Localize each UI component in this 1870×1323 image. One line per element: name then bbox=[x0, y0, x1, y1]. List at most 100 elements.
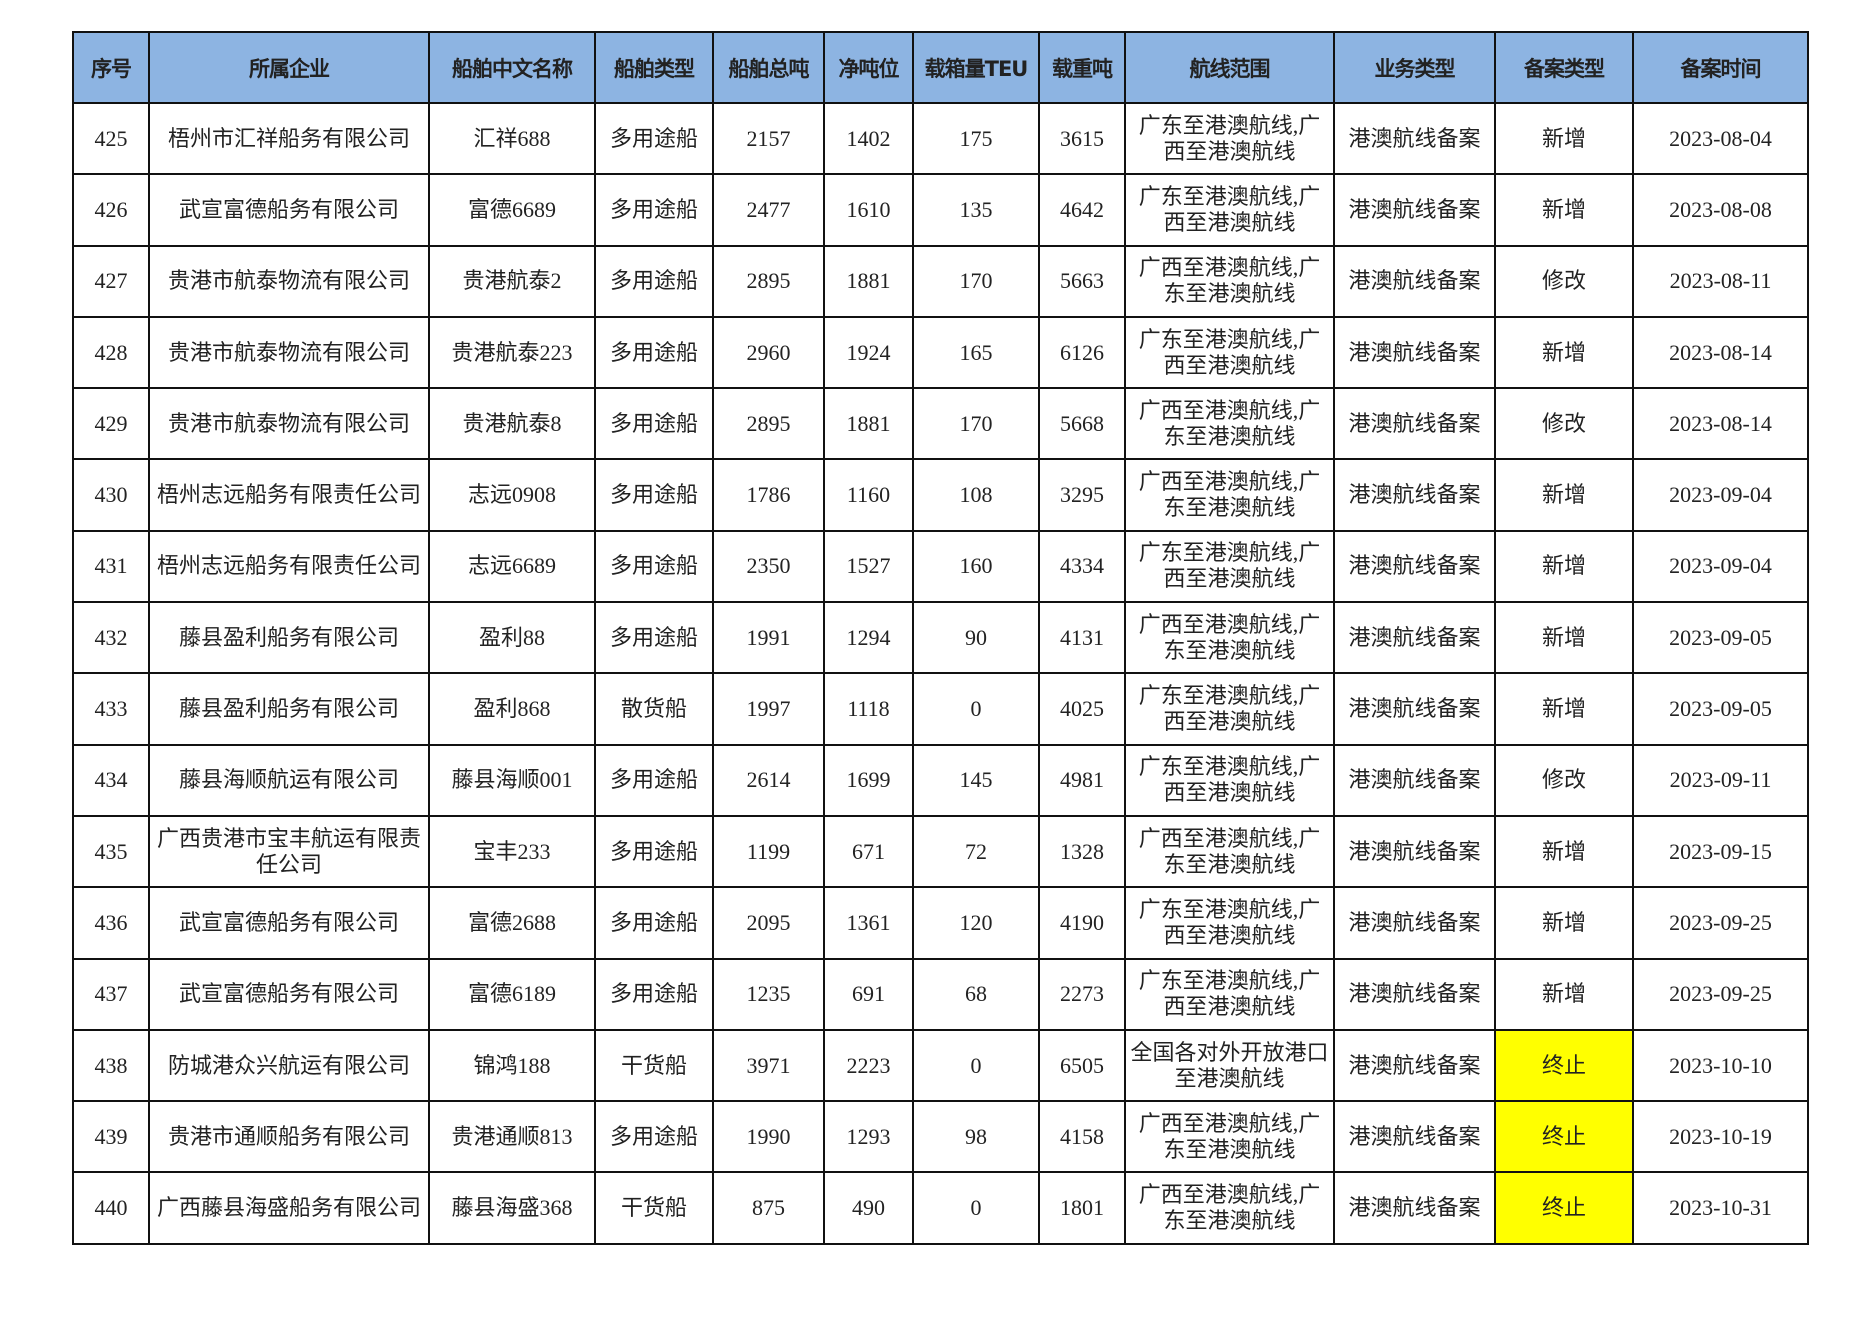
cell-ship-type: 多用途船 bbox=[594, 315, 714, 390]
cell-route-scope: 广东至港澳航线,广西至港澳航线 bbox=[1124, 173, 1335, 247]
cell-deadweight: 5663 bbox=[1038, 244, 1126, 318]
header-filing-type: 备案类型 bbox=[1494, 31, 1634, 104]
cell-ship-type: 多用途船 bbox=[594, 1100, 714, 1174]
cell-route-scope: 广东至港澳航线,广西至港澳航线 bbox=[1124, 743, 1335, 817]
cell-gross-tonnage: 875 bbox=[712, 1171, 825, 1245]
cell-seq: 426 bbox=[72, 173, 150, 247]
cell-gross-tonnage: 2895 bbox=[712, 387, 825, 461]
cell-filing-type: 新增 bbox=[1494, 814, 1634, 889]
cell-deadweight: 6126 bbox=[1038, 315, 1126, 390]
cell-ship-name: 盈利868 bbox=[428, 672, 596, 746]
cell-filing-date: 2023-09-04 bbox=[1632, 458, 1809, 532]
cell-ship-type: 多用途船 bbox=[594, 957, 714, 1031]
table-row: 433 藤县盈利船务有限公司 盈利868 散货船 1997 1118 0 4025 广东至港澳航… bbox=[72, 672, 1809, 746]
cell-net-tonnage: 1610 bbox=[823, 173, 914, 247]
cell-company: 梧州志远船务有限责任公司 bbox=[148, 529, 430, 604]
cell-route-scope: 广东至港澳航线,广西至港澳航线 bbox=[1124, 672, 1335, 746]
cell-ship-type: 多用途船 bbox=[594, 387, 714, 461]
cell-net-tonnage: 1294 bbox=[823, 601, 914, 675]
cell-route-scope: 广东至港澳航线,广西至港澳航线 bbox=[1124, 886, 1335, 960]
cell-business-type: 港澳航线备案 bbox=[1333, 387, 1496, 461]
ship-registry-table: 序号 所属企业 船舶中文名称 船舶类型 船舶总吨 净吨位 载箱量TEU 载重吨 航线范围 业务类型… bbox=[72, 31, 1809, 1245]
cell-deadweight: 4981 bbox=[1038, 743, 1126, 817]
cell-teu-capacity: 98 bbox=[912, 1100, 1040, 1174]
cell-gross-tonnage: 2960 bbox=[712, 315, 825, 390]
cell-business-type: 港澳航线备案 bbox=[1333, 886, 1496, 960]
cell-deadweight: 1328 bbox=[1038, 814, 1126, 889]
cell-route-scope: 广东至港澳航线,广西至港澳航线 bbox=[1124, 315, 1335, 390]
cell-business-type: 港澳航线备案 bbox=[1333, 315, 1496, 390]
cell-gross-tonnage: 2350 bbox=[712, 529, 825, 604]
cell-route-scope: 广西至港澳航线,广东至港澳航线 bbox=[1124, 1100, 1335, 1174]
cell-teu-capacity: 175 bbox=[912, 101, 1040, 176]
cell-business-type: 港澳航线备案 bbox=[1333, 529, 1496, 604]
cell-ship-name: 富德6189 bbox=[428, 957, 596, 1031]
cell-ship-name: 盈利88 bbox=[428, 601, 596, 675]
cell-teu-capacity: 0 bbox=[912, 672, 1040, 746]
header-business-type: 业务类型 bbox=[1333, 31, 1496, 104]
cell-deadweight: 4642 bbox=[1038, 173, 1126, 247]
cell-ship-type: 多用途船 bbox=[594, 601, 714, 675]
cell-business-type: 港澳航线备案 bbox=[1333, 101, 1496, 176]
cell-route-scope: 广西至港澳航线,广东至港澳航线 bbox=[1124, 458, 1335, 532]
cell-deadweight: 4334 bbox=[1038, 529, 1126, 604]
header-net-tonnage: 净吨位 bbox=[823, 31, 914, 104]
cell-route-scope: 广西至港澳航线,广东至港澳航线 bbox=[1124, 387, 1335, 461]
cell-deadweight: 5668 bbox=[1038, 387, 1126, 461]
cell-ship-type: 多用途船 bbox=[594, 173, 714, 247]
cell-company: 武宣富德船务有限公司 bbox=[148, 886, 430, 960]
cell-business-type: 港澳航线备案 bbox=[1333, 1100, 1496, 1174]
cell-ship-type: 多用途船 bbox=[594, 529, 714, 604]
cell-teu-capacity: 170 bbox=[912, 244, 1040, 318]
cell-deadweight: 4158 bbox=[1038, 1100, 1126, 1174]
cell-net-tonnage: 1118 bbox=[823, 672, 914, 746]
cell-gross-tonnage: 3971 bbox=[712, 1028, 825, 1103]
cell-seq: 427 bbox=[72, 244, 150, 318]
cell-filing-type: 新增 bbox=[1494, 957, 1634, 1031]
cell-seq: 438 bbox=[72, 1028, 150, 1103]
header-teu-capacity: 载箱量TEU bbox=[912, 31, 1040, 104]
cell-filing-type: 修改 bbox=[1494, 244, 1634, 318]
header-ship-name: 船舶中文名称 bbox=[428, 31, 596, 104]
cell-route-scope: 广东至港澳航线,广西至港澳航线 bbox=[1124, 101, 1335, 176]
cell-ship-name: 贵港航泰2 bbox=[428, 244, 596, 318]
header-ship-type: 船舶类型 bbox=[594, 31, 714, 104]
cell-business-type: 港澳航线备案 bbox=[1333, 173, 1496, 247]
cell-seq: 432 bbox=[72, 601, 150, 675]
cell-seq: 430 bbox=[72, 458, 150, 532]
cell-route-scope: 广西至港澳航线,广东至港澳航线 bbox=[1124, 814, 1335, 889]
cell-net-tonnage: 671 bbox=[823, 814, 914, 889]
cell-seq: 436 bbox=[72, 886, 150, 960]
cell-gross-tonnage: 1991 bbox=[712, 601, 825, 675]
cell-filing-type: 终止 bbox=[1494, 1171, 1634, 1245]
cell-seq: 428 bbox=[72, 315, 150, 390]
cell-gross-tonnage: 2477 bbox=[712, 173, 825, 247]
cell-seq: 435 bbox=[72, 814, 150, 889]
cell-teu-capacity: 120 bbox=[912, 886, 1040, 960]
cell-company: 贵港市航泰物流有限公司 bbox=[148, 244, 430, 318]
cell-teu-capacity: 135 bbox=[912, 173, 1040, 247]
cell-net-tonnage: 1402 bbox=[823, 101, 914, 176]
cell-net-tonnage: 1881 bbox=[823, 244, 914, 318]
cell-teu-capacity: 145 bbox=[912, 743, 1040, 817]
cell-ship-type: 多用途船 bbox=[594, 101, 714, 176]
cell-ship-type: 多用途船 bbox=[594, 814, 714, 889]
cell-teu-capacity: 170 bbox=[912, 387, 1040, 461]
cell-filing-date: 2023-09-25 bbox=[1632, 886, 1809, 960]
cell-filing-date: 2023-09-11 bbox=[1632, 743, 1809, 817]
cell-filing-date: 2023-08-04 bbox=[1632, 101, 1809, 176]
table-row: 434 藤县海顺航运有限公司 藤县海顺001 多用途船 2614 1699 145 4981 广… bbox=[72, 743, 1809, 817]
cell-company: 藤县盈利船务有限公司 bbox=[148, 672, 430, 746]
table-row: 429 贵港市航泰物流有限公司 贵港航泰8 多用途船 2895 1881 170 5668 广西… bbox=[72, 387, 1809, 461]
cell-teu-capacity: 160 bbox=[912, 529, 1040, 604]
table-row: 440 广西藤县海盛船务有限公司 藤县海盛368 干货船 875 490 0 1801 广西至港… bbox=[72, 1171, 1809, 1245]
table-row: 439 贵港市通顺船务有限公司 贵港通顺813 多用途船 1990 1293 98 4158 广… bbox=[72, 1100, 1809, 1174]
cell-teu-capacity: 165 bbox=[912, 315, 1040, 390]
cell-deadweight: 4190 bbox=[1038, 886, 1126, 960]
cell-route-scope: 广西至港澳航线,广东至港澳航线 bbox=[1124, 1171, 1335, 1245]
cell-teu-capacity: 0 bbox=[912, 1028, 1040, 1103]
cell-filing-type: 新增 bbox=[1494, 101, 1634, 176]
cell-deadweight: 3615 bbox=[1038, 101, 1126, 176]
cell-seq: 437 bbox=[72, 957, 150, 1031]
cell-filing-date: 2023-08-14 bbox=[1632, 315, 1809, 390]
